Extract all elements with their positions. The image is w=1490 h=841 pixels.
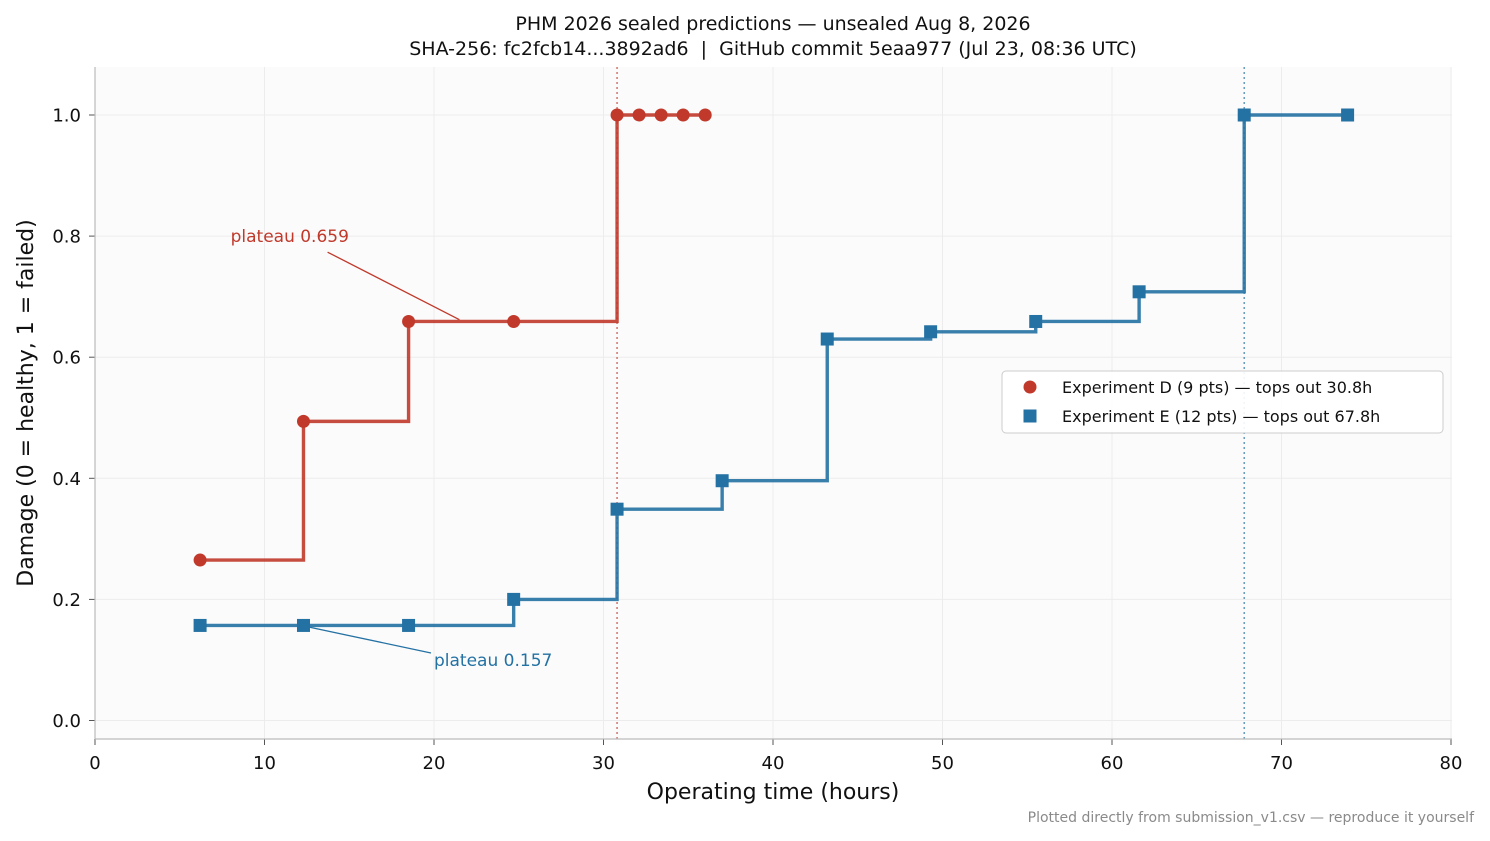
x-axis-label: Operating time (hours) (647, 780, 900, 805)
x-tick-label: 20 (423, 753, 446, 774)
data-point (676, 108, 690, 122)
x-tick-label: 50 (931, 753, 954, 774)
data-point (698, 108, 712, 122)
data-point (193, 553, 207, 567)
data-point (296, 618, 310, 632)
data-point (507, 592, 521, 606)
y-tick-label: 1.0 (52, 106, 81, 127)
annotations: plateau 0.659 plateau 0.157 (231, 227, 553, 671)
grid (94, 67, 1452, 739)
chart-subtitle: SHA-256: fc2fcb14...3892ad6 | GitHub com… (409, 38, 1137, 60)
y-tick-label: 0.0 (52, 711, 81, 732)
data-point (296, 414, 310, 428)
x-tick-label: 0 (89, 753, 100, 774)
data-point (507, 314, 521, 328)
annotation-label: plateau 0.157 (434, 651, 552, 671)
axes (89, 67, 1452, 745)
x-tick-label: 40 (762, 753, 785, 774)
x-tick-label: 10 (253, 753, 276, 774)
data-point (654, 108, 668, 122)
data-point (402, 314, 416, 328)
data-point (924, 325, 938, 339)
data-point (1132, 285, 1146, 299)
data-point (402, 618, 416, 632)
y-tick-label: 0.2 (52, 590, 81, 611)
series-group (193, 108, 1355, 632)
legend-label-d: Experiment D (9 pts) — tops out 30.8h (1062, 378, 1372, 397)
y-axis-label: Damage (0 = healthy, 1 = failed) (14, 219, 39, 586)
y-tick-label: 0.4 (52, 469, 81, 490)
annotation: plateau 0.659 (231, 227, 460, 321)
chart-title: PHM 2026 sealed predictions — unsealed A… (515, 13, 1030, 35)
x-tick-label: 80 (1440, 753, 1463, 774)
data-point (1029, 314, 1043, 328)
legend-marker-e (1023, 409, 1037, 423)
data-point (610, 108, 624, 122)
y-tick-label: 0.6 (52, 348, 81, 369)
legend-box (1001, 370, 1444, 434)
footer-note: Plotted directly from submission_v1.csv … (1028, 810, 1475, 826)
legend: Experiment D (9 pts) — tops out 30.8h Ex… (1001, 370, 1444, 434)
annotation-leader-line (327, 251, 460, 321)
data-point (715, 474, 729, 488)
data-point (1341, 108, 1355, 122)
x-tick-label: 30 (592, 753, 615, 774)
data-point (1237, 108, 1251, 122)
tick-labels: 0 10 20 30 40 50 60 70 80 0.0 0.2 0.4 0.6 0.8 1.0 (52, 106, 1462, 775)
legend-marker-d (1023, 380, 1037, 394)
data-point (632, 108, 646, 122)
y-tick-label: 0.8 (52, 227, 81, 248)
x-tick-label: 60 (1101, 753, 1124, 774)
series-experiment-e (193, 108, 1355, 632)
series-experiment-d (193, 108, 712, 567)
annotation-leader-line (306, 626, 432, 654)
annotation-label: plateau 0.659 (231, 227, 349, 247)
x-tick-label: 70 (1270, 753, 1293, 774)
data-point (193, 618, 207, 632)
data-point (610, 502, 624, 516)
annotation: plateau 0.157 (306, 626, 552, 671)
data-point (820, 332, 834, 346)
legend-label-e: Experiment E (12 pts) — tops out 67.8h (1062, 407, 1380, 426)
